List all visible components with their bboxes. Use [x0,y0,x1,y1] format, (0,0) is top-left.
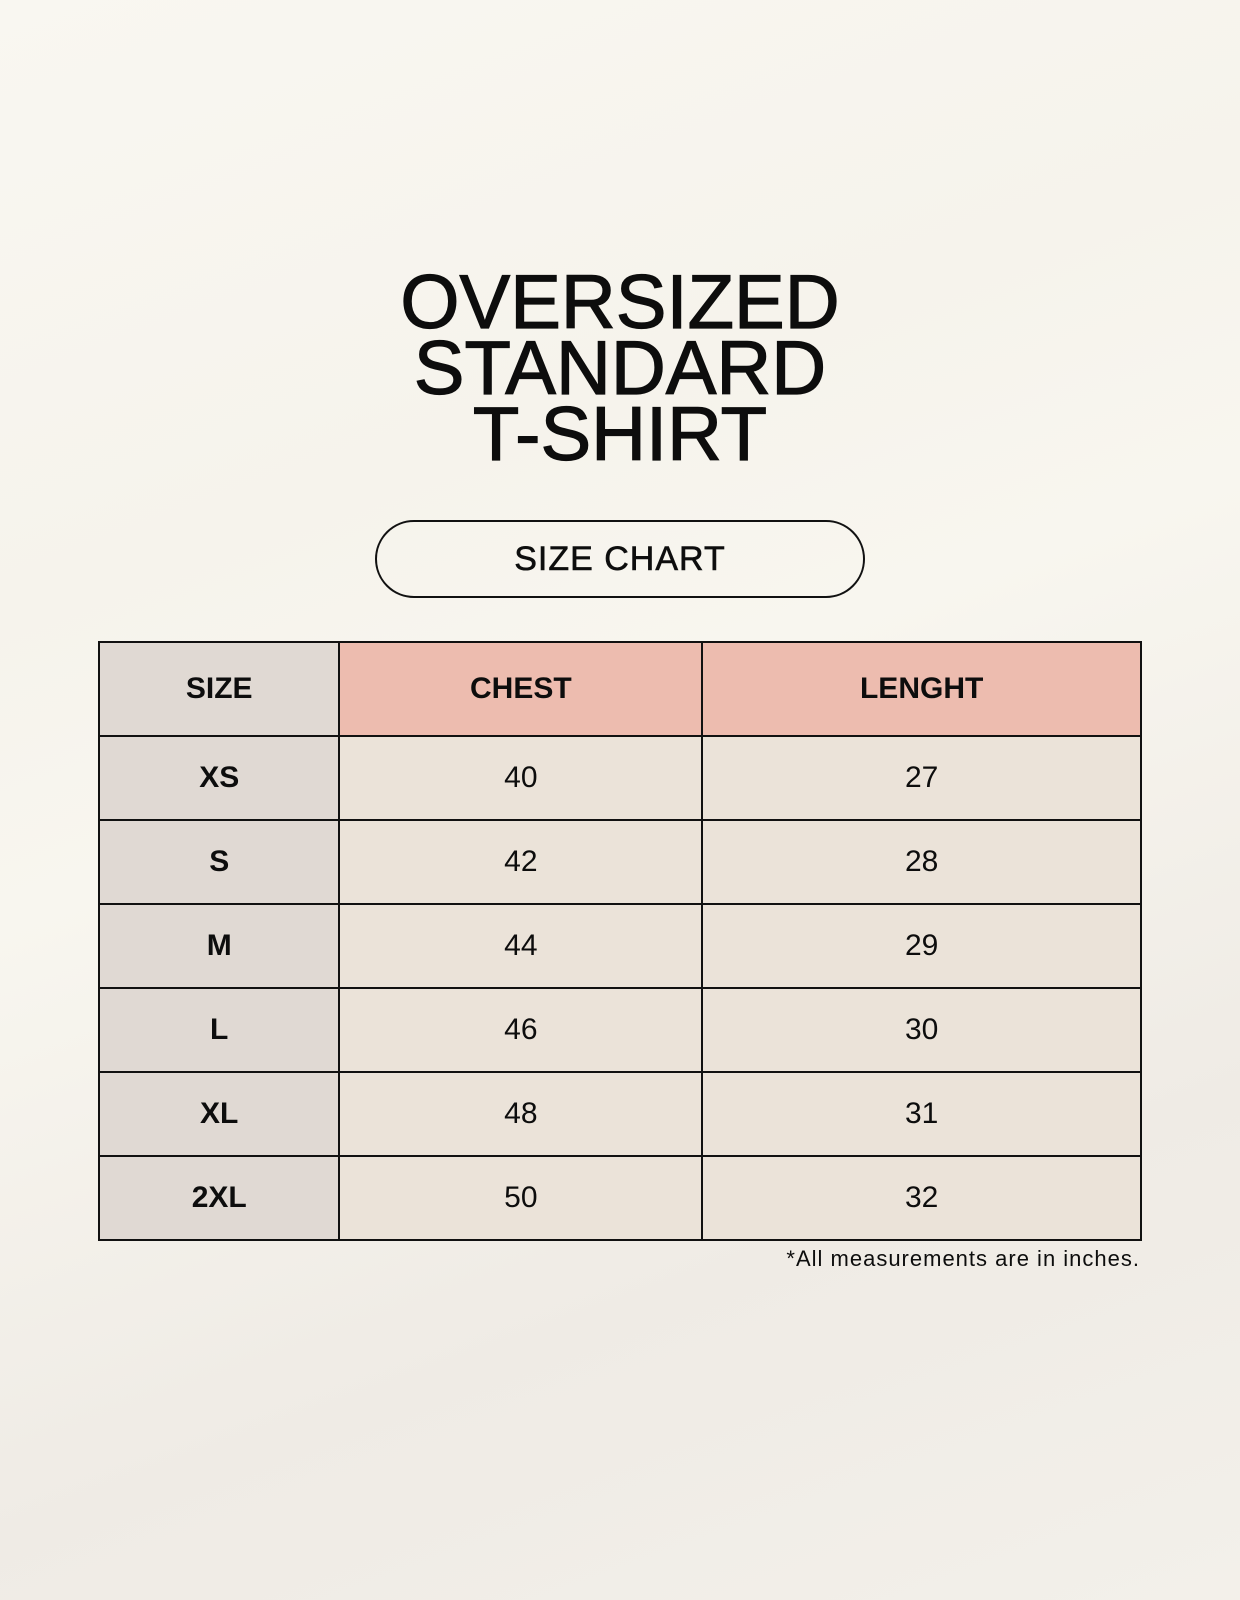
table-row: 2XL 50 32 [97,1155,1142,1241]
size-chart-badge: SIZE CHART [375,520,865,598]
cell-length: 32 [701,1155,1142,1241]
title-line: STANDARD [413,326,827,411]
footnote: *All measurements are in inches. [786,1246,1140,1271]
cell-size: L [97,987,341,1073]
cell-size: XS [97,735,341,821]
table-row: M 44 29 [97,903,1142,989]
cell-chest: 44 [338,903,704,989]
cell-chest: 48 [338,1071,704,1157]
cell-length: 31 [701,1071,1142,1157]
cell-chest: 50 [338,1155,704,1241]
table-row: L 46 30 [97,987,1142,1073]
cell-chest: 40 [338,735,704,821]
cell-chest: 42 [338,819,704,905]
cell-size: 2XL [97,1155,341,1241]
title-line: T-SHIRT [472,392,768,477]
title-line: OVERSIZED [400,260,840,345]
cell-chest: 46 [338,987,704,1073]
table-row: XS 40 27 [97,735,1142,821]
size-table: SIZE CHEST LENGHT XS 40 27 S 42 28 M 44 29 L 46 30 X… [97,641,1142,1241]
table-row: XL 48 31 [97,1071,1142,1157]
cell-size: M [97,903,341,989]
cell-size: S [97,819,341,905]
cell-length: 30 [701,987,1142,1073]
cell-size: XL [97,1071,341,1157]
cell-length: 29 [701,903,1142,989]
page-title: OVERSIZED STANDARD T-SHIRT [0,260,1240,477]
table-header-row: SIZE CHEST LENGHT [97,641,1142,737]
header-chest: CHEST [338,641,704,737]
cell-length: 27 [701,735,1142,821]
header-size: SIZE [97,641,341,737]
cell-length: 28 [701,819,1142,905]
header-length: LENGHT [701,641,1142,737]
table-row: S 42 28 [97,819,1142,905]
